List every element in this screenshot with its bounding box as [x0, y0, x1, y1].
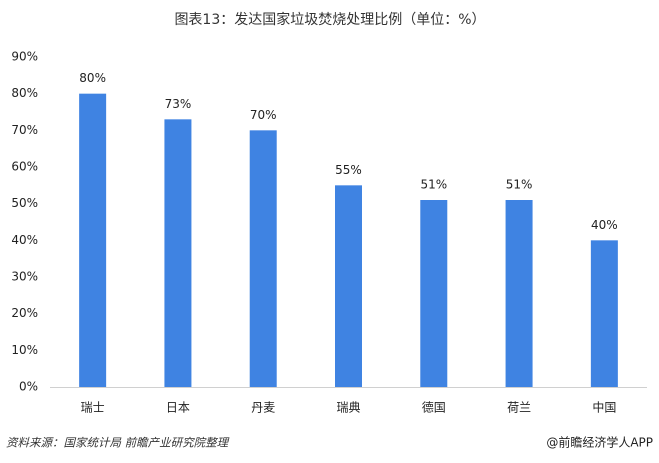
- value-label: 51%: [506, 178, 533, 192]
- y-tick-label: 90%: [11, 50, 38, 64]
- bar: [249, 130, 277, 388]
- y-tick-label: 30%: [11, 270, 38, 284]
- bar: [335, 185, 362, 387]
- y-tick-label: 50%: [11, 196, 38, 210]
- bar: [590, 240, 618, 387]
- bar: [164, 119, 192, 387]
- value-label: 40%: [591, 218, 618, 232]
- value-label: 70%: [250, 108, 277, 122]
- value-label: 73%: [165, 97, 192, 111]
- bar: [79, 93, 107, 388]
- y-tick-label: 80%: [11, 86, 38, 100]
- x-tick-label: 德国: [422, 400, 446, 415]
- value-label: 80%: [79, 71, 106, 85]
- chart-title: 图表13：发达国家垃圾焚烧处理比例（单位：%）: [174, 11, 485, 28]
- y-tick-label: 20%: [11, 306, 38, 320]
- bar: [420, 200, 448, 387]
- y-tick-label: 40%: [11, 233, 38, 247]
- y-tick-label: 0%: [19, 380, 38, 394]
- x-tick-label: 日本: [166, 401, 190, 415]
- y-tick-label: 60%: [11, 160, 38, 174]
- x-tick-label: 丹麦: [251, 401, 275, 415]
- value-label: 51%: [420, 178, 447, 192]
- value-label: 55%: [335, 163, 362, 177]
- bar: [505, 200, 533, 387]
- source-note: 资料来源：国家统计局 前瞻产业研究院整理: [6, 436, 230, 450]
- x-tick-label: 瑞士: [81, 401, 105, 415]
- y-tick-label: 70%: [11, 123, 38, 137]
- x-tick-label: 荷兰: [507, 401, 531, 415]
- footer: @前瞻经济学人APP: [546, 435, 653, 450]
- y-tick-label: 10%: [11, 343, 38, 357]
- x-tick-label: 瑞典: [336, 401, 360, 415]
- x-tick-label: 中国: [592, 400, 616, 415]
